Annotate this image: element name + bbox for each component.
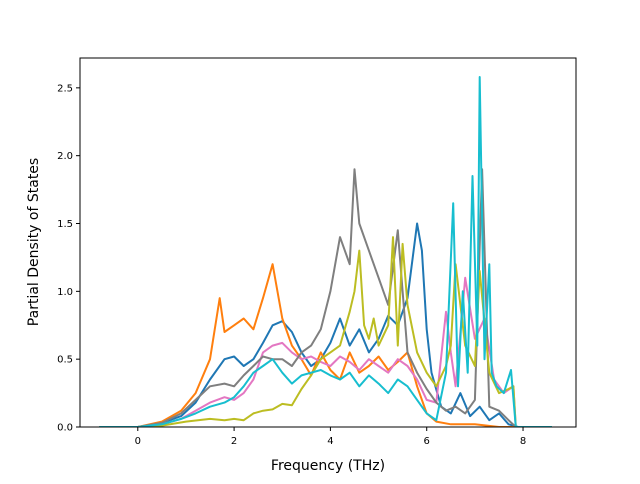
series-line-1 [99, 222, 552, 427]
plot-area [79, 57, 577, 428]
y-tick-label: 0.5 [57, 355, 73, 366]
y-tick-label: 0.0 [57, 423, 73, 434]
series-line-5 [99, 236, 552, 427]
series-line-4 [99, 168, 552, 427]
x-tick-label: 0 [135, 436, 141, 447]
x-axis-title: Frequency (THz) [271, 458, 385, 474]
plot-frame [79, 57, 577, 428]
x-tick-label: 6 [424, 436, 430, 447]
x-tick-label: 8 [520, 436, 526, 447]
x-tick-label: 4 [327, 436, 333, 447]
y-tick-label: 2.5 [57, 83, 73, 94]
y-axis-title: Partial Density of States [26, 158, 42, 326]
x-axis: 0 2 4 6 8 [135, 427, 526, 447]
series-line-6 [99, 76, 552, 427]
x-tick-label: 2 [231, 436, 237, 447]
y-axis: 0.0 0.5 1.0 1.5 2.0 2.5 [57, 83, 80, 434]
y-tick-label: 1.5 [57, 219, 73, 230]
series-line-2 [99, 263, 552, 427]
y-tick-label: 2.0 [57, 151, 73, 162]
y-tick-label: 1.0 [57, 287, 73, 298]
